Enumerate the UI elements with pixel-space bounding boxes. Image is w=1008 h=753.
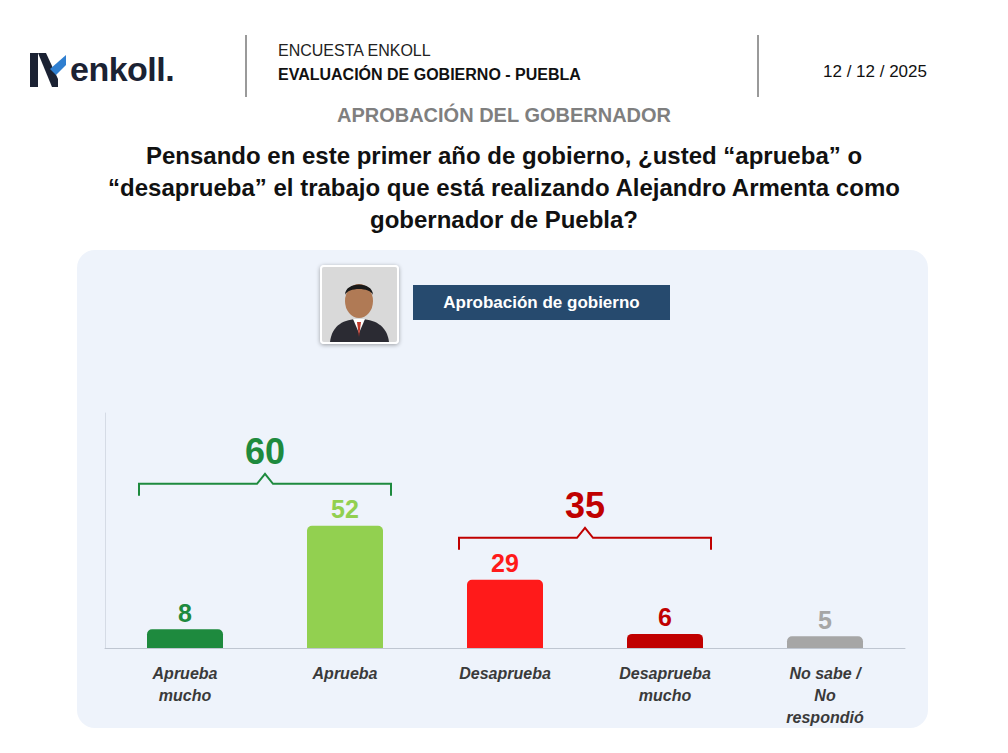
svg-text:Aprueba: Aprueba [312,665,378,682]
html-text:ENCUESTA ENKOLL: ENCUESTA ENKOLL [278,42,431,59]
html-text:APROBACIÓN DEL GOBERNADOR: APROBACIÓN DEL GOBERNADOR [337,104,671,126]
svg-text:6: 6 [658,603,672,631]
svg-text:mucho: mucho [159,687,212,704]
svg-text:8: 8 [178,599,192,627]
svg-text:Aprueba: Aprueba [152,665,218,682]
html-text:Aprobación de gobierno: Aprobación de gobierno [443,292,640,312]
svg-text:mucho: mucho [639,687,692,704]
svg-text:5: 5 [818,606,832,634]
svg-text:Desaprueba: Desaprueba [459,665,551,682]
svg-text:60: 60 [245,431,285,472]
svg-text:35: 35 [565,485,605,526]
svg-text:respondió: respondió [786,709,864,726]
svg-text:52: 52 [331,495,359,523]
svg-text:29: 29 [491,549,519,577]
svg-text:No: No [814,687,836,704]
html-text:EVALUACIÓN DE GOBIERNO - PUEBL: EVALUACIÓN DE GOBIERNO - PUEBLA [278,66,581,83]
html-text:Pensando en este primer año de: Pensando en este primer año de gobierno,… [108,142,900,233]
svg-text:No sabe /: No sabe / [789,665,862,682]
svg-text:Desaprueba: Desaprueba [619,665,711,682]
html-text:12 / 12 / 2025: 12 / 12 / 2025 [823,62,927,81]
html-text:enkoll.: enkoll. [70,49,175,88]
